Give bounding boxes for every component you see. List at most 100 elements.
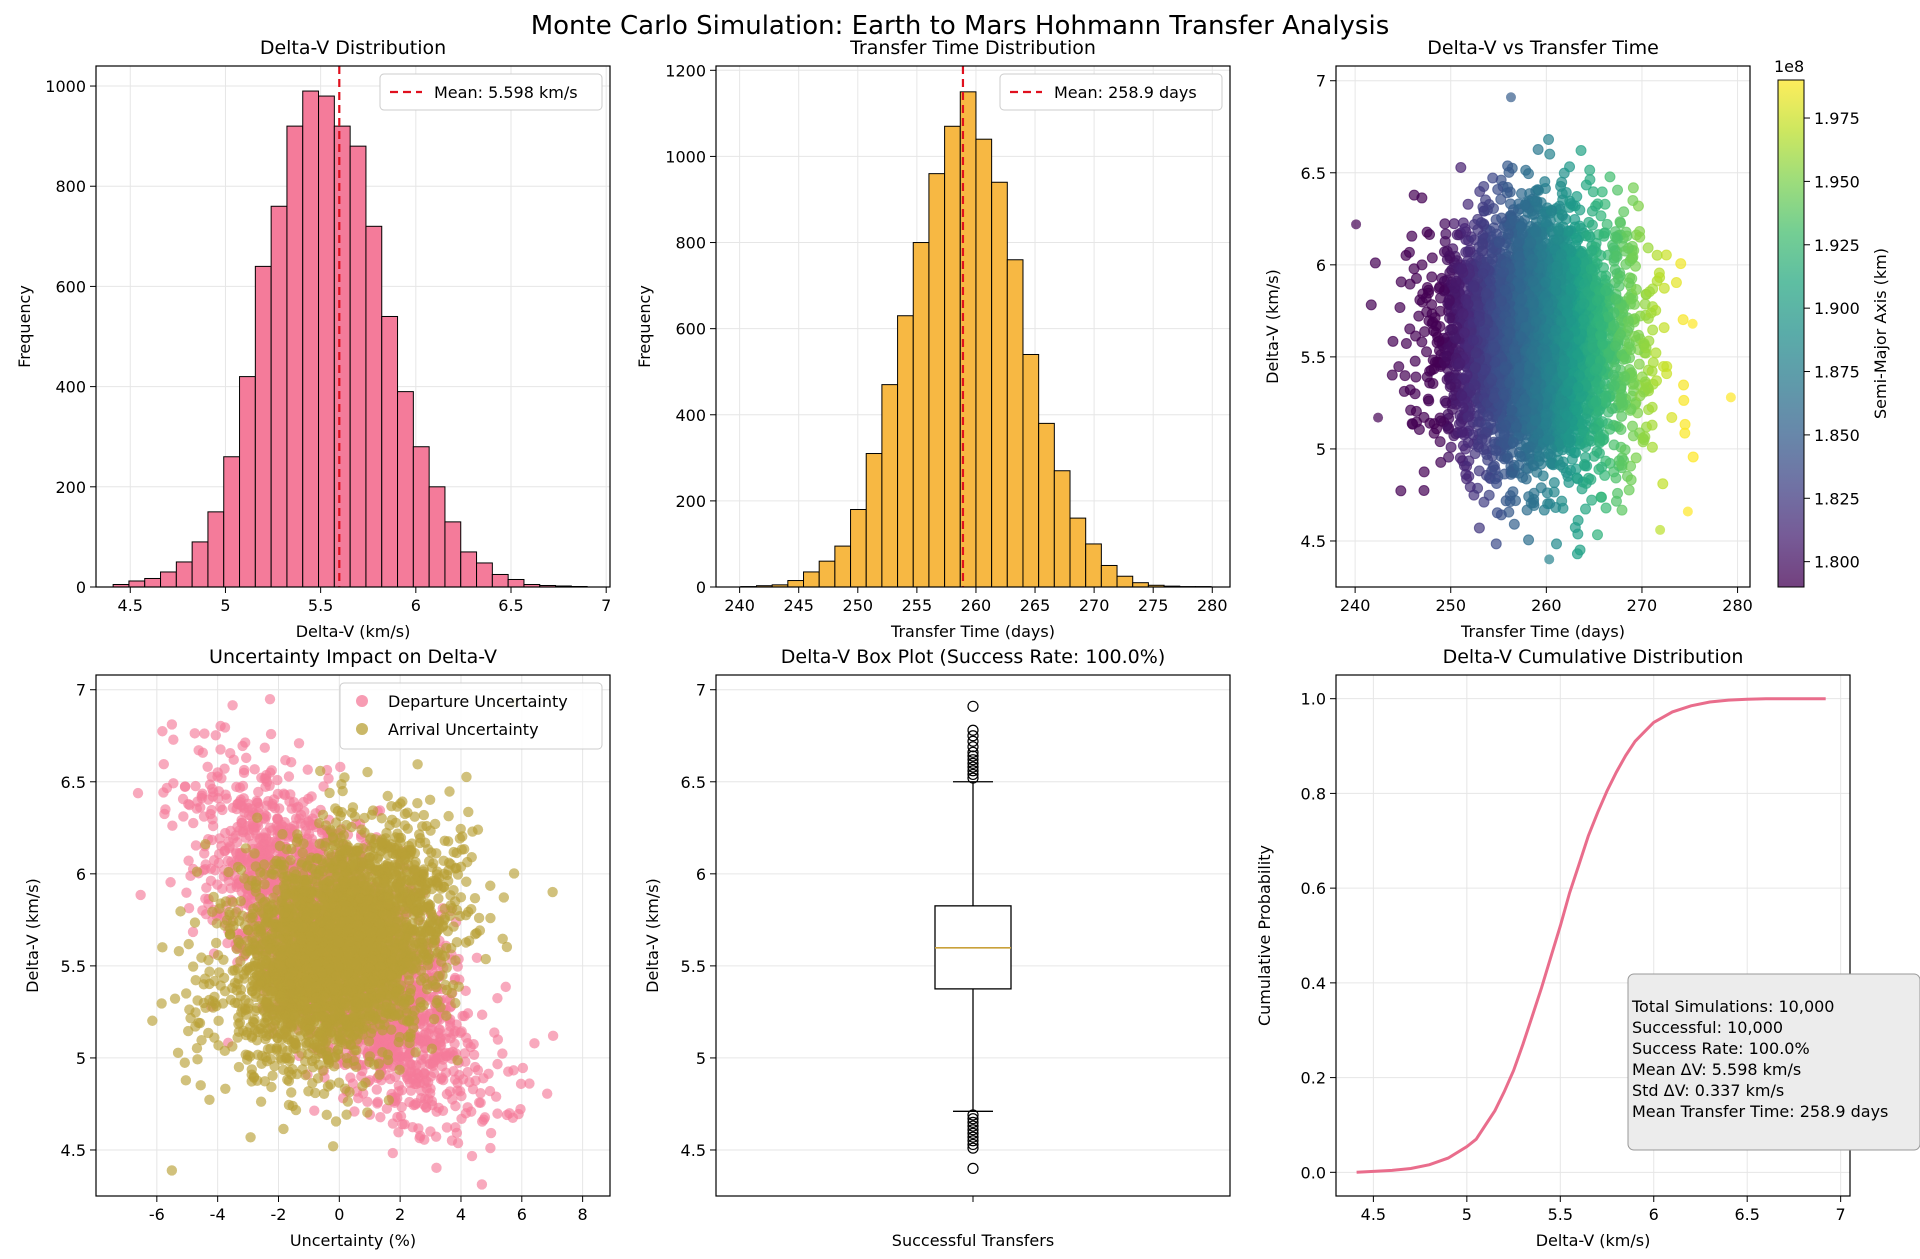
- scatter-point: [1459, 327, 1471, 339]
- axes-border: [95, 65, 611, 588]
- scatter-point: [1675, 258, 1687, 270]
- scatter-point: [1608, 379, 1620, 391]
- scatter-point: [1520, 321, 1532, 333]
- scatter-point: [1529, 383, 1541, 395]
- scatter-point: [1623, 484, 1635, 496]
- scatter-point: [1639, 298, 1651, 310]
- scatter-point: [1462, 198, 1474, 210]
- scatter-point: [1595, 250, 1607, 262]
- scatter-point: [1405, 404, 1417, 416]
- scatter-point: [1474, 315, 1486, 327]
- scatter-point: [1508, 518, 1520, 530]
- scatter-point: [1643, 286, 1655, 298]
- scatter-point: [1596, 461, 1608, 473]
- y-tick-label: 1000: [665, 147, 706, 166]
- x-tick-label: 5: [220, 596, 230, 615]
- scatter-point: [1528, 460, 1540, 472]
- y-axis-label: Delta-V (km/s): [1263, 269, 1282, 384]
- scatter-point: [1543, 134, 1555, 146]
- histogram-bar: [912, 242, 930, 588]
- scatter-point-departure: [167, 820, 178, 831]
- scatter-point: [1655, 524, 1666, 535]
- scatter-point: [1480, 288, 1492, 300]
- histogram-bar: [444, 521, 462, 588]
- axes-frame: 240 245 250 255 260 265 270 275 2800200400600800…: [635, 37, 1231, 641]
- scatter-point: [1525, 497, 1537, 509]
- scatter-point: [1541, 349, 1553, 361]
- scatter-point: [1525, 237, 1537, 249]
- scatter-point: [1490, 538, 1502, 550]
- colorbar-exponent: 1e8: [1774, 57, 1804, 76]
- scatter-point: [1464, 481, 1476, 493]
- scatter-point: [1432, 331, 1444, 343]
- legend: Mean: 5.598 km/s: [379, 73, 603, 111]
- scatter-point: [1594, 435, 1606, 447]
- scatter-point: [1548, 477, 1560, 489]
- y-tick-label: 6.5: [1301, 164, 1326, 183]
- histogram-bar: [507, 578, 525, 588]
- scatter-point: [1552, 233, 1564, 245]
- scatter-point: [1523, 363, 1535, 375]
- scatter-point: [1602, 311, 1614, 323]
- histogram-bar: [1100, 564, 1118, 588]
- scatter-point: [1590, 396, 1602, 408]
- histogram-bar: [239, 376, 256, 588]
- histogram-bar: [175, 561, 193, 588]
- scatter-point: [1513, 377, 1525, 389]
- scatter-point: [1569, 521, 1581, 533]
- scatter-point: [1499, 364, 1511, 376]
- scatter-point: [1580, 451, 1592, 463]
- scatter-point: [1608, 439, 1620, 451]
- histogram-bar: [787, 580, 805, 588]
- scatter-point: [1595, 491, 1607, 503]
- scatter-point: [1423, 315, 1435, 327]
- panel-title: Delta-V vs Transfer Time: [1427, 37, 1659, 59]
- histogram-bar: [286, 125, 304, 588]
- scatter-point: [1513, 459, 1525, 471]
- scatter-point: [1455, 161, 1467, 173]
- histogram-bar: [412, 446, 430, 588]
- histogram-bar: [349, 145, 367, 588]
- scatter-point: [1504, 377, 1516, 389]
- scatter-point: [1514, 282, 1526, 294]
- scatter-point: [1502, 452, 1514, 464]
- scatter-point: [1646, 401, 1658, 413]
- scatter-point: [1658, 322, 1670, 334]
- legend-label: Mean: 258.9 days: [1054, 83, 1197, 102]
- scatter-point: [1373, 412, 1384, 423]
- scatter-point: [1505, 92, 1516, 103]
- scatter-point: [1725, 392, 1736, 403]
- scatter-point: [1542, 297, 1554, 309]
- y-tick-label: 1200: [665, 61, 706, 80]
- scatter-point: [1495, 295, 1507, 307]
- scatter-point: [1591, 362, 1603, 374]
- panel-title: Delta-V Distribution: [260, 37, 446, 59]
- scatter-point: [1622, 315, 1634, 327]
- scatter-point: [1532, 428, 1544, 440]
- scatter-point: [1504, 328, 1516, 340]
- figure-title: Monte Carlo Simulation: Earth to Mars Ho…: [531, 11, 1390, 41]
- scatter-point: [1478, 180, 1490, 192]
- scatter-point: [1418, 411, 1430, 423]
- scatter-point: [1406, 230, 1418, 242]
- x-tick-label: 7: [601, 596, 611, 615]
- scatter-point: [1645, 307, 1657, 319]
- scatter-point: [1502, 160, 1514, 172]
- scatter-point: [1443, 294, 1455, 306]
- scatter-point: [1541, 408, 1553, 420]
- scatter-point: [1482, 410, 1494, 422]
- scatter-point: [1414, 294, 1426, 306]
- x-tick-label: 265: [1020, 596, 1051, 615]
- scatter-point: [1504, 496, 1516, 508]
- scatter-point: [1586, 494, 1598, 506]
- x-tick-label: 245: [783, 596, 814, 615]
- scatter-point: [1634, 390, 1646, 402]
- scatter-point: [1454, 452, 1466, 464]
- histogram-bar: [397, 391, 414, 588]
- panel-title: Transfer Time Distribution: [849, 37, 1096, 59]
- scatter-point: [1622, 242, 1634, 254]
- scatter-point: [1666, 412, 1678, 424]
- scatter-point: [1462, 246, 1474, 258]
